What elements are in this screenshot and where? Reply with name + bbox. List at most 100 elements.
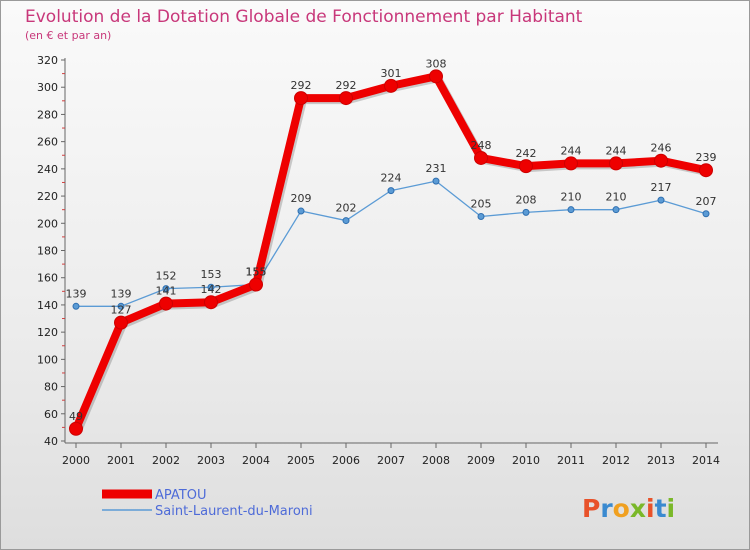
legend-label-apatou: APATOU	[155, 488, 206, 503]
data-point	[654, 153, 668, 168]
data-label: 292	[336, 79, 357, 92]
data-label: 246	[651, 142, 672, 155]
x-tick-label: 2010	[512, 454, 540, 467]
series-apatou	[69, 69, 713, 436]
y-tick-label: 180	[37, 245, 58, 258]
data-point	[657, 196, 665, 204]
data-point	[339, 91, 353, 106]
data-point	[294, 91, 308, 106]
data-label: 292	[291, 79, 312, 92]
y-tick-label: 300	[37, 81, 58, 94]
x-tick-label: 2007	[377, 454, 405, 467]
data-label: 244	[606, 144, 627, 157]
y-tick-label: 80	[44, 381, 58, 394]
data-point	[387, 187, 395, 195]
x-tick-label: 2008	[422, 454, 450, 467]
data-label: 244	[561, 144, 582, 157]
y-tick-label: 280	[37, 108, 58, 121]
data-label: 141	[156, 285, 177, 298]
data-point	[72, 302, 80, 310]
x-tick-label: 2013	[647, 454, 675, 467]
data-label: 308	[426, 57, 447, 70]
y-tick-label: 320	[37, 54, 58, 67]
data-label: 248	[471, 139, 492, 152]
data-point	[207, 283, 215, 291]
data-point	[432, 177, 440, 185]
data-label: 207	[696, 195, 717, 208]
data-label: 152	[156, 270, 177, 283]
data-point	[204, 295, 218, 310]
data-label: 153	[201, 268, 222, 281]
logo-letter: i	[667, 494, 676, 523]
logo-letter: x	[630, 494, 646, 523]
data-label: 208	[516, 193, 537, 206]
y-tick-label: 140	[37, 299, 58, 312]
proxiti-logo: Proxiti	[582, 494, 675, 523]
data-label: 231	[426, 162, 447, 175]
data-point	[477, 212, 485, 220]
chart-title: Evolution de la Dotation Globale de Fonc…	[25, 7, 583, 27]
legend-label-saint-laurent: Saint-Laurent-du-Maroni	[155, 504, 313, 519]
x-tick-label: 2011	[557, 454, 585, 467]
data-point	[519, 159, 533, 174]
y-tick-label: 220	[37, 190, 58, 203]
data-labels-apatou: 49 127 141 142 155 292 292 301 308 248 242 244 244 24…	[69, 57, 717, 422]
logo-letter: t	[655, 494, 667, 523]
data-label: 139	[111, 287, 132, 300]
x-tick-label: 2005	[287, 454, 315, 467]
x-tick-label: 2003	[197, 454, 225, 467]
y-tick-label: 60	[44, 408, 58, 421]
y-tick-label: 200	[37, 217, 58, 230]
data-labels-saint-laurent: 139 139 152 153 155 209 202 224 231 205 208 210 210 2…	[66, 162, 717, 300]
data-point	[567, 206, 575, 214]
series-shadow	[74, 74, 712, 435]
data-label: 239	[696, 151, 717, 164]
data-label: 155	[246, 266, 267, 279]
data-label: 209	[291, 192, 312, 205]
data-label: 210	[606, 191, 627, 204]
data-label: 49	[69, 410, 83, 423]
x-tick-label: 2002	[152, 454, 180, 467]
y-tick-label: 240	[37, 163, 58, 176]
data-label: 127	[111, 304, 132, 317]
logo-letter: i	[646, 494, 655, 523]
data-label: 224	[381, 172, 402, 185]
x-ticks: 2000 2001 2002 2003 2004 2005 2006 2007 2008 2009…	[62, 443, 720, 467]
x-tick-label: 2009	[467, 454, 495, 467]
data-label: 217	[651, 181, 672, 194]
data-point	[699, 163, 713, 178]
proxiti-logo-text: Proxiti	[582, 494, 675, 523]
x-tick-label: 2000	[62, 454, 90, 467]
x-tick-label: 2004	[242, 454, 270, 467]
y-ticks: 40 60 80 100 120 140 160 180 200 220 240 260 280 300 3…	[37, 54, 65, 448]
series-saint-laurent-du-maroni	[72, 177, 710, 310]
data-point	[117, 302, 125, 310]
data-point	[249, 277, 263, 292]
data-point	[564, 156, 578, 171]
data-point	[384, 78, 398, 93]
data-label: 301	[381, 67, 402, 80]
x-tick-label: 2001	[107, 454, 135, 467]
logo-letter: o	[613, 494, 630, 523]
data-point	[69, 421, 83, 436]
y-tick-label: 120	[37, 326, 58, 339]
data-point	[702, 210, 710, 218]
logo-letter: P	[582, 494, 600, 523]
series-line	[72, 72, 710, 433]
y-tick-label: 260	[37, 136, 58, 149]
chart-subtitle: (en € et par an)	[25, 29, 111, 42]
data-label: 210	[561, 191, 582, 204]
y-tick-label: 40	[44, 435, 58, 448]
data-point	[522, 208, 530, 216]
data-label: 205	[471, 197, 492, 210]
data-label: 142	[201, 283, 222, 296]
y-tick-label: 160	[37, 272, 58, 285]
data-label: 242	[516, 147, 537, 160]
data-point	[474, 150, 488, 165]
y-tick-label: 100	[37, 353, 58, 366]
logo-letter: r	[600, 494, 613, 523]
data-point	[342, 217, 350, 225]
x-tick-label: 2014	[692, 454, 720, 467]
data-label: 202	[336, 202, 357, 215]
